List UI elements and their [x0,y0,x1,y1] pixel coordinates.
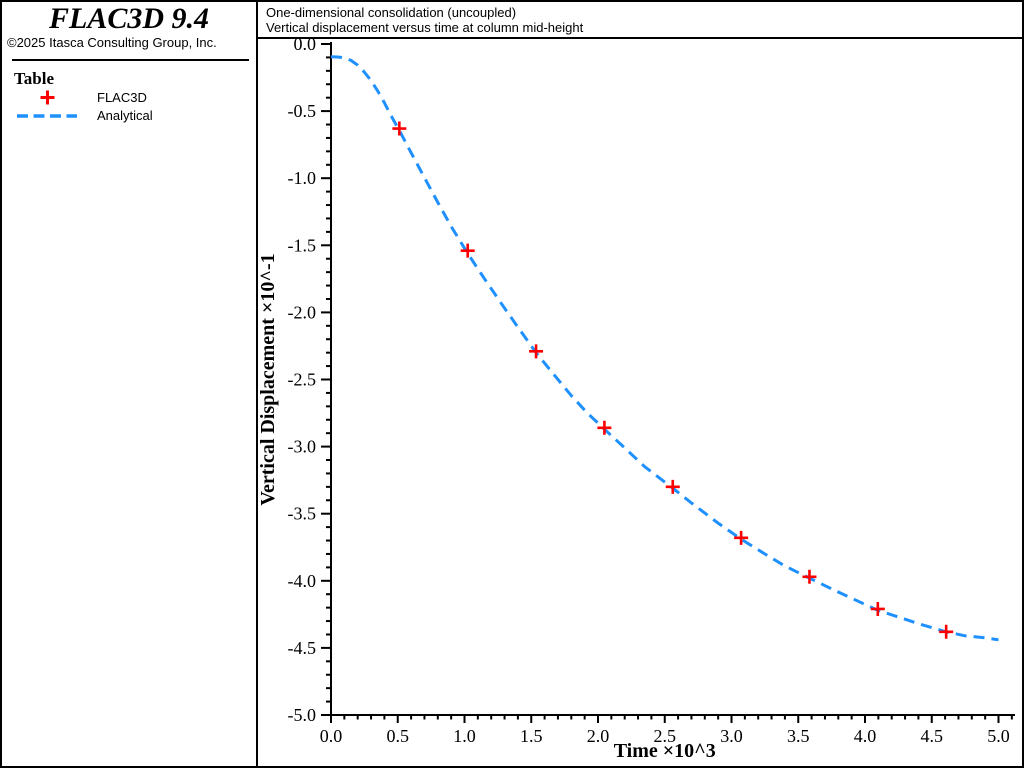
flac3d-data-marker [802,569,817,584]
dashed-line-icon [2,112,92,120]
y-tick-label: -4.0 [288,571,317,591]
y-tick-label: -2.0 [288,302,317,322]
legend-label-analytical: Analytical [97,108,153,123]
x-tick-label: 0.0 [320,726,343,746]
y-tick-label: -2.5 [288,370,317,390]
analytical-curve [330,55,999,642]
y-tick-label: 0.0 [294,34,317,54]
y-tick-label: -5.0 [288,705,317,725]
x-tick-label: 5.0 [987,726,1010,746]
x-tick-label: 4.5 [921,726,944,746]
y-tick-label: -3.5 [288,504,317,524]
x-tick-label: 2.0 [587,726,610,746]
legend-item-flac3d: FLAC3D [2,89,256,106]
flac3d-data-marker [870,601,885,616]
y-tick-label: -4.5 [288,638,317,658]
plus-marker-icon [2,89,92,106]
x-tick-label: 2.5 [654,726,677,746]
flac3d-data-marker [529,344,544,359]
y-tick-label: -3.0 [288,437,317,457]
app-title: FLAC3D 9.4 [48,2,210,35]
plot-title-line1: One-dimensional consolidation (uncoupled… [266,5,517,20]
legend-title: Table [14,69,55,88]
sidebar: FLAC3D 9.4 ©2025 Itasca Consulting Group… [2,2,258,766]
flac3d-data-marker [665,479,680,494]
plot-title-block: One-dimensional consolidation (uncoupled… [258,2,1022,39]
y-tick-label: -1.5 [288,235,317,255]
y-tick-label: -1.0 [288,168,317,188]
y-tick-label: -0.5 [288,101,317,121]
x-tick-label: 1.0 [453,726,476,746]
legend-label-flac3d: FLAC3D [97,90,147,105]
flac3d-data-marker [939,624,954,639]
x-tick-label: 4.0 [854,726,877,746]
flac3d-data-marker [392,121,407,136]
flac3d-data-marker [597,420,612,435]
plot-title-line2: Vertical displacement versus time at col… [266,20,584,35]
legend-item-analytical: Analytical [2,107,256,124]
x-tick-label: 1.5 [520,726,543,746]
flac3d-data-marker [734,530,749,545]
x-tick-label: 3.0 [720,726,743,746]
sidebar-divider [12,59,249,61]
flac3d-data-marker [460,243,475,258]
copyright-text: ©2025 Itasca Consulting Group, Inc. [7,35,217,50]
chart-canvas[interactable]: 0.0 0.5 1.0 1.5 2.0 2.5 3.0 3.5 4.0 4.5 5.0 0.0 -0.5… [257,34,1022,766]
x-axis-title: Time ×10^3 [614,740,716,762]
x-tick-label: 0.5 [387,726,410,746]
y-axis-title: Vertical Displacement ×10^-1 [257,253,279,505]
x-tick-label: 3.5 [787,726,810,746]
